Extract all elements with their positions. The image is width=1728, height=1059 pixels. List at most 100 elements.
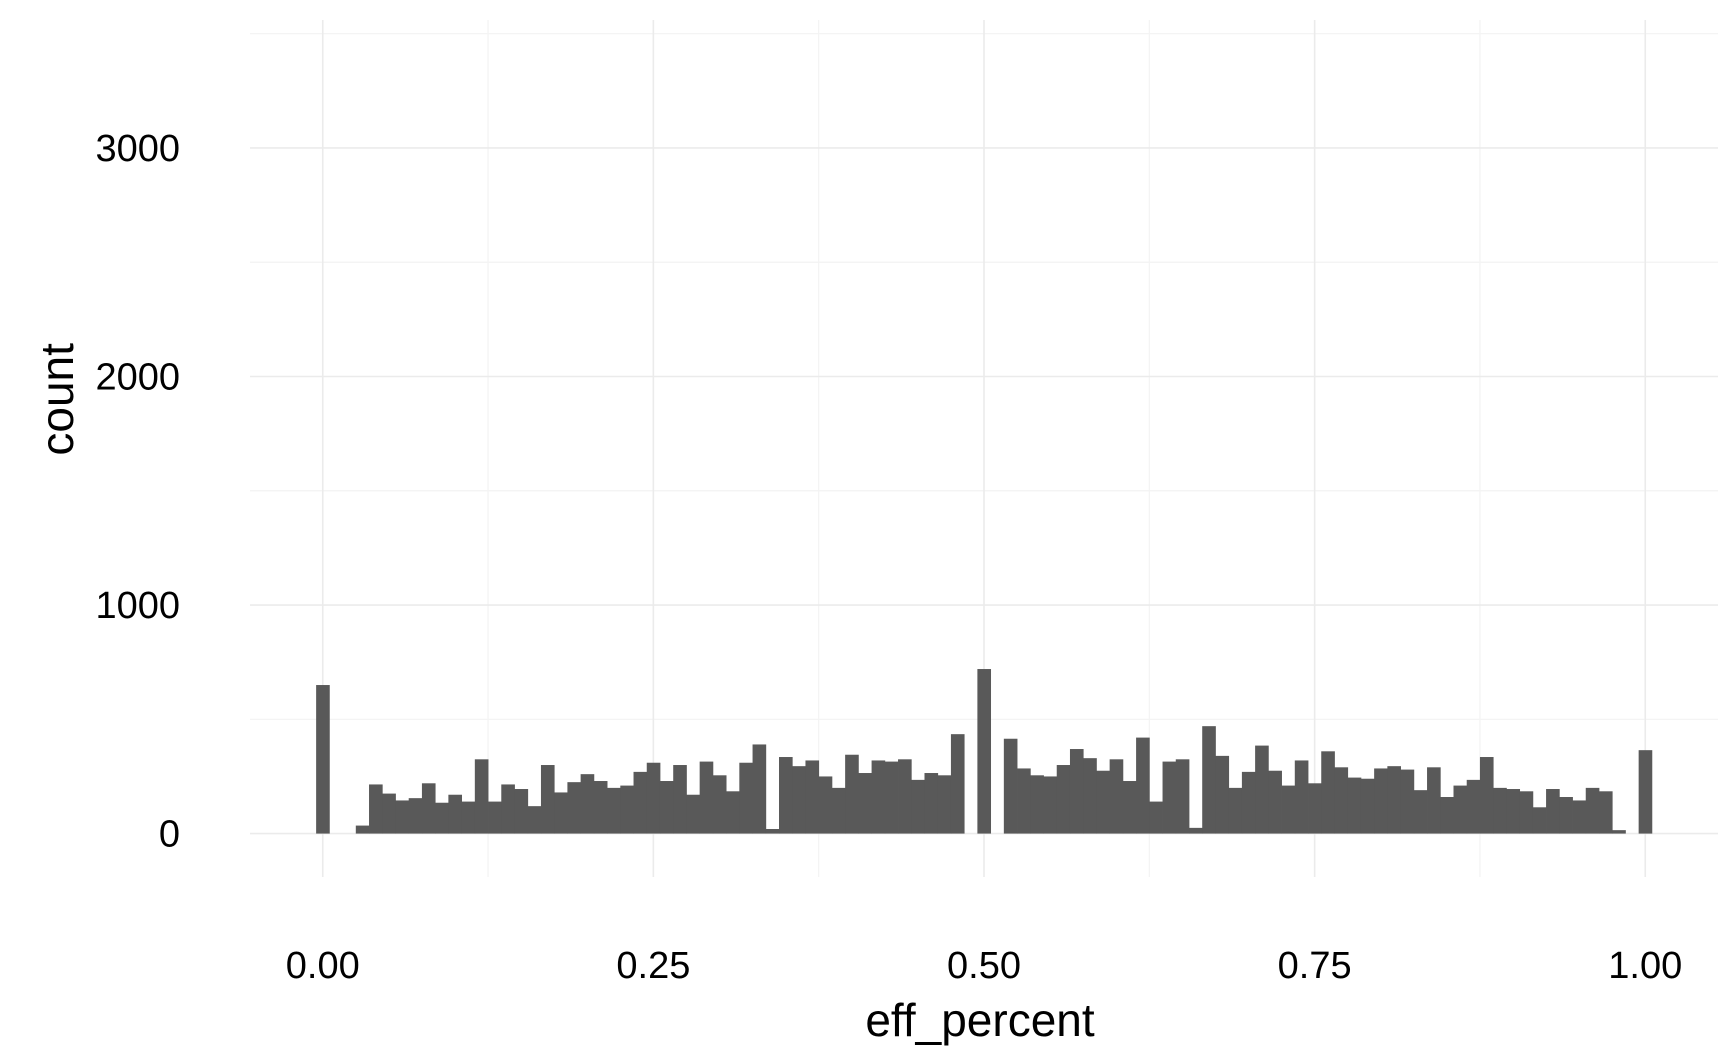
histogram-bar [977,669,992,834]
histogram-bar [1255,745,1269,834]
histogram-bar [395,800,410,834]
x-tick-label: 0.75 [1278,945,1352,987]
histogram-bar [593,781,608,834]
histogram-bar [686,794,701,834]
histogram-bar [1572,800,1587,834]
y-tick-label: 0 [159,814,180,856]
histogram-bar [1559,797,1573,834]
histogram-bar [1294,760,1309,834]
histogram-bar [1598,791,1613,834]
histogram-bar [1188,827,1203,834]
histogram-bar [831,787,846,834]
histogram-bar [699,761,714,834]
y-tick-label: 2000 [95,357,180,399]
histogram-bar [858,773,872,834]
histogram-bar [567,782,582,834]
histogram-bar [421,783,436,834]
histogram-bar [633,771,648,834]
histogram-bar [488,801,502,834]
histogram-bar [1162,761,1177,834]
histogram-bar [1096,770,1111,834]
histogram-bar [1347,777,1362,834]
histogram-bar [1109,759,1124,834]
histogram-bar [1215,755,1230,834]
histogram-bar [461,801,476,834]
histogram-bar [1030,775,1044,834]
histogram-bar [1122,781,1137,834]
histogram-bar [726,791,740,834]
x-tick-label: 0.00 [286,945,360,987]
histogram-bar [1612,830,1626,834]
histogram-bar [1466,779,1481,834]
histogram-bar [369,784,383,834]
histogram-bar [1083,758,1097,834]
x-tick-label: 0.50 [947,945,1021,987]
histogram-bar [871,760,886,834]
histogram-bar [646,762,661,834]
y-tick-label: 3000 [95,128,180,170]
histogram-bar [1585,787,1600,834]
x-tick-label: 1.00 [1608,945,1682,987]
histogram-bar [1241,771,1256,834]
histogram-bar [554,792,568,834]
histogram-bar [1136,737,1150,834]
histogram-bar [792,766,806,834]
histogram-bar [1017,768,1031,834]
histogram-bar [580,774,595,834]
histogram-bar [435,802,449,834]
histogram-bar [1268,770,1282,834]
histogram-bar [1532,807,1547,834]
histogram-bar [739,762,753,834]
histogram-bar [659,781,674,834]
x-axis-title: eff_percent [865,994,1095,1046]
histogram-bar [1374,768,1388,834]
histogram-bar [1440,797,1454,834]
histogram-bar [514,789,529,834]
histogram-bar [1175,759,1190,834]
histogram-bar [765,829,780,834]
x-tick-label: 0.25 [616,945,690,987]
histogram-bar [1493,787,1507,834]
histogram-bar [805,760,820,834]
histogram-bar [316,685,330,834]
histogram-bar [382,793,396,834]
histogram-bar [1360,778,1375,834]
histogram-bar [818,776,833,834]
histogram-bar [408,798,423,834]
x-axis-tick-labels: 0.00 0.25 0.50 0.75 1.00 [286,945,1682,987]
histogram-bar [1519,791,1534,834]
histogram-bar [1453,785,1468,834]
histogram-bar [1400,769,1415,834]
histogram-bar [924,773,939,834]
histogram-bar [1334,767,1349,834]
histogram-bar [607,787,621,834]
histogram-bar [620,785,634,834]
histogram-bar [474,759,489,834]
histogram-bar [845,754,859,834]
histogram-bar [1281,785,1296,834]
histogram-bar [884,761,899,834]
y-axis-tick-labels: 0 1000 2000 3000 [95,128,180,856]
histogram-bars [316,669,1653,834]
histogram-bar [1056,765,1071,834]
histogram-bar [1202,726,1216,834]
histogram-bar [1321,751,1335,834]
histogram-bar [898,759,912,834]
histogram-bar [673,765,687,834]
histogram-bar [1387,766,1401,834]
y-tick-label: 1000 [95,585,180,627]
histogram-bar [950,734,965,834]
histogram-bar [1427,767,1441,834]
histogram-bar [1638,750,1653,834]
histogram-bar [712,775,727,834]
histogram-bar [527,806,542,834]
histogram-bar [752,744,767,834]
histogram-bar [1149,801,1163,834]
histogram-bar [501,784,515,834]
histogram-bar [1308,783,1322,834]
histogram-bar [1043,776,1058,834]
histogram-bar [937,775,952,834]
histogram-bar [779,757,793,834]
histogram-bar [448,794,463,834]
